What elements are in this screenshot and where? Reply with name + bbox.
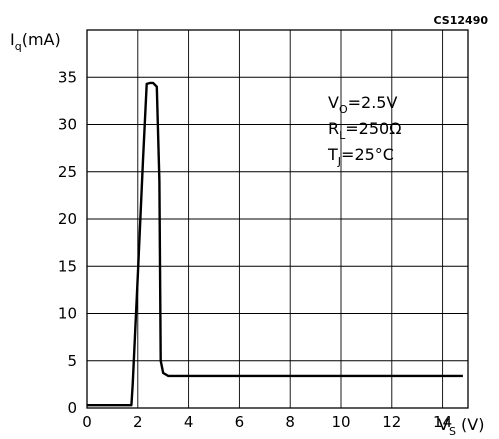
y-tick-label: 25	[58, 163, 77, 181]
grid	[87, 30, 468, 408]
y-tick-label: 10	[58, 305, 77, 323]
x-axis-label: VS (V)	[438, 415, 484, 438]
y-axis-label: Iq(mA)	[10, 30, 61, 53]
plot-frame	[86, 29, 469, 409]
annotation-vo: VO=2.5V	[328, 93, 397, 116]
x-tick-label: 12	[382, 413, 401, 431]
conditions-annotation: VO=2.5V RL=250Ω TJ=25°C	[327, 93, 401, 168]
figure-code: CS12490	[434, 14, 489, 27]
y-tick-label: 15	[58, 257, 77, 275]
x-tick-label: 14	[433, 413, 452, 431]
y-tick-labels: 0 5 10 15 20 25 30 35	[58, 68, 77, 417]
x-tick-label: 4	[184, 413, 194, 431]
x-tick-label: 8	[285, 413, 295, 431]
y-tick-label: 5	[67, 352, 77, 370]
x-tick-label: 0	[82, 413, 92, 431]
y-tick-label: 0	[67, 399, 77, 417]
x-tick-labels: 0 2 4 6 8 10 12 14	[82, 413, 452, 431]
annotation-tj: TJ=25°C	[327, 145, 394, 168]
y-tick-label: 30	[58, 116, 77, 134]
y-tick-label: 20	[58, 210, 77, 228]
annotation-rl: RL=250Ω	[328, 119, 401, 142]
iq-vs-vs-series-line	[87, 81, 463, 407]
x-tick-label: 6	[235, 413, 245, 431]
x-tick-label: 10	[331, 413, 350, 431]
y-tick-label: 35	[58, 68, 77, 86]
x-tick-label: 2	[133, 413, 143, 431]
